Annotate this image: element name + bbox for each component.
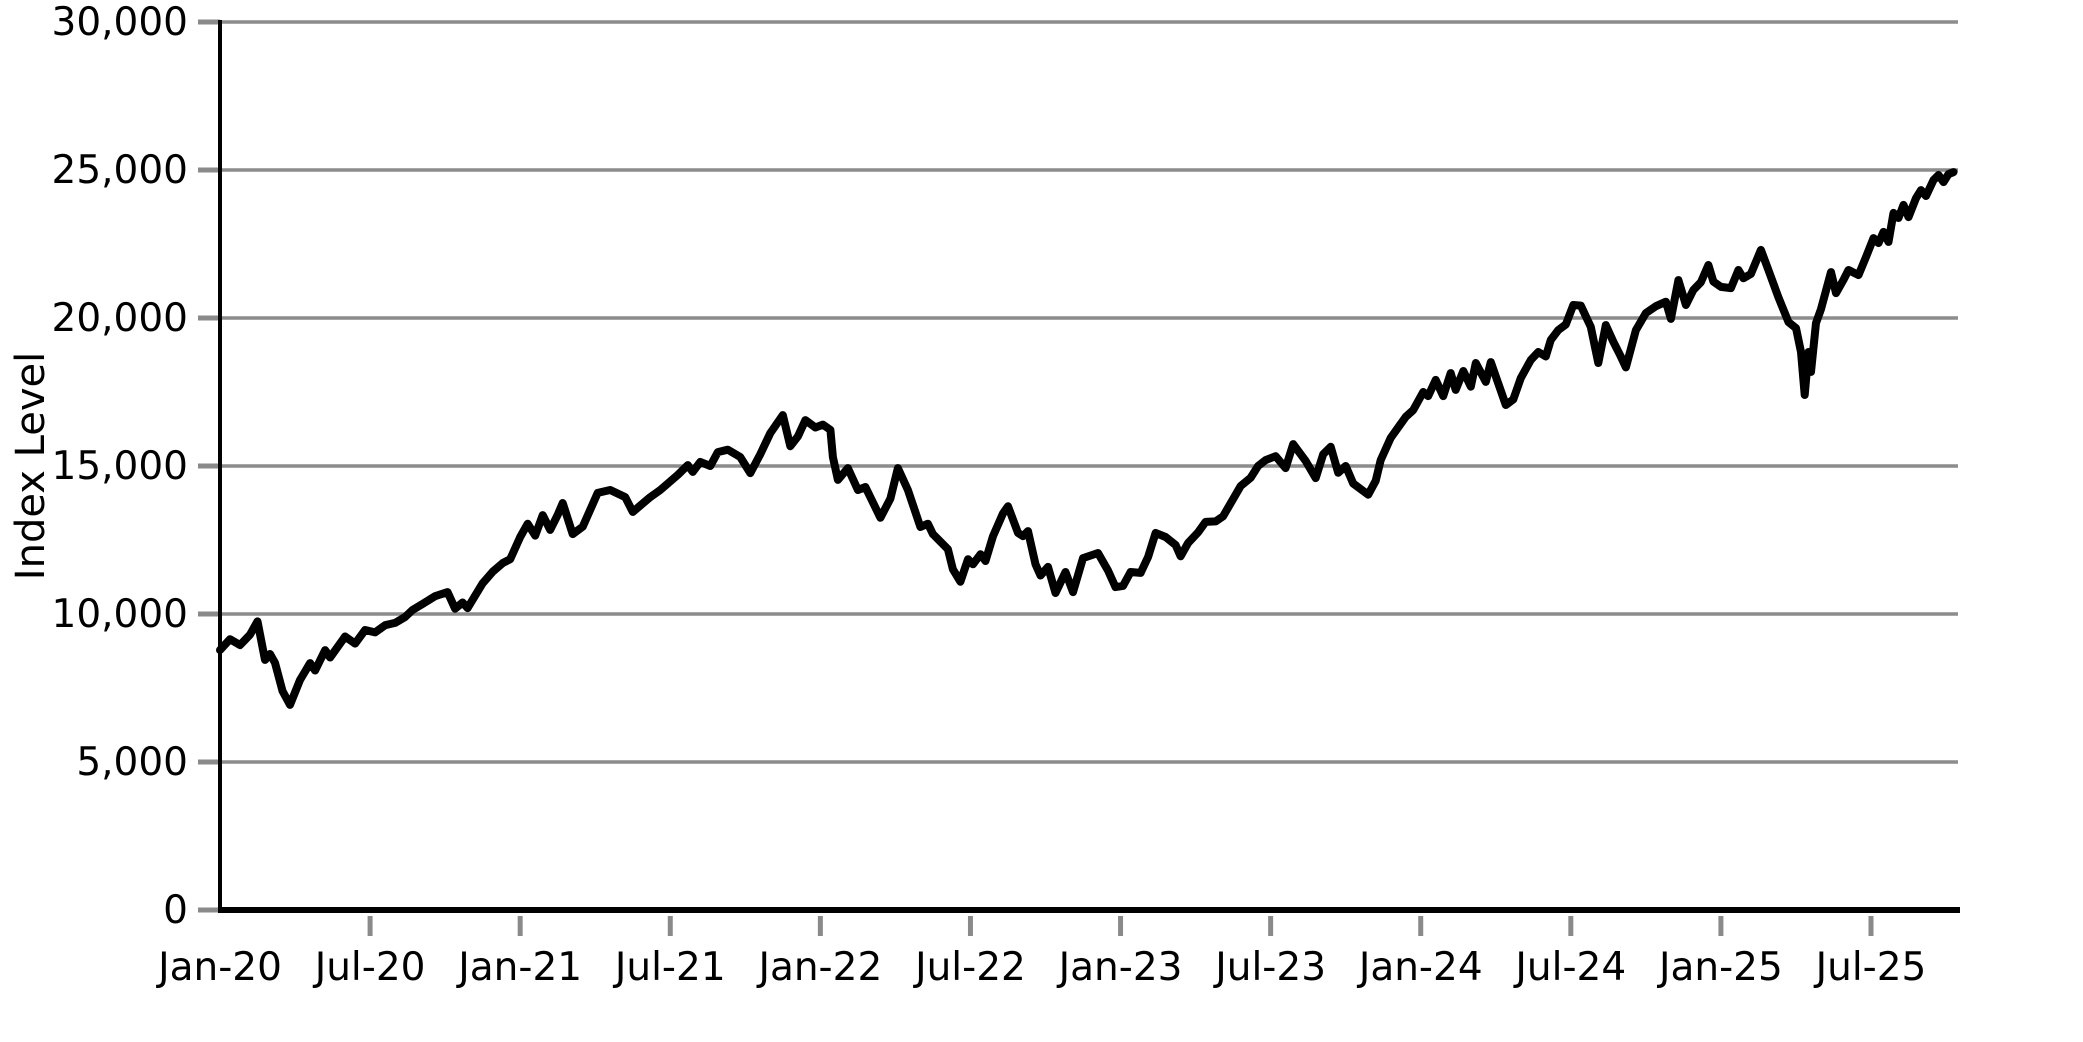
x-axis-tick-label: Jul-25	[1813, 945, 1927, 990]
tick-labels: 0 5,000 10,000 15,000 20,000 25,000 30,000 Jan-…	[52, 0, 1927, 990]
x-axis-tick-label: Jul-24	[1512, 945, 1626, 990]
x-axis-tick-label: Jan-23	[1056, 945, 1183, 990]
x-axis-tick-label: Jul-22	[912, 945, 1026, 990]
y-axis-tick-label: 25,000	[52, 148, 188, 193]
x-axis-tick-label: Jul-23	[1212, 945, 1326, 990]
y-axis-tick-label: 5,000	[76, 740, 188, 785]
series-lines	[216, 168, 1958, 709]
y-axis-tick-label: 20,000	[52, 296, 188, 341]
y-axis-tick-label: 0	[163, 888, 188, 933]
x-axis-tick-label: Jan-24	[1356, 945, 1483, 990]
x-axis-tick-label: Jan-21	[455, 945, 582, 990]
y-axis-tick-label: 10,000	[52, 592, 188, 637]
x-axis-tick-label: Jul-21	[612, 945, 726, 990]
y-axis-title: Index Level	[8, 352, 54, 580]
x-axis-tick-label: Jan-22	[755, 945, 882, 990]
axis-spines	[218, 20, 1960, 913]
x-axis-tick-label: Jan-20	[155, 945, 282, 990]
gridlines	[219, 20, 1958, 764]
x-axis-tick-label: Jul-20	[312, 945, 426, 990]
x-axis-tick-label: Jan-25	[1656, 945, 1783, 990]
y-axis-tick-label: 30,000	[52, 0, 188, 45]
index-level-series-line	[216, 168, 1958, 709]
y-axis-tick-label: 15,000	[52, 444, 188, 489]
axis-ticks	[198, 19, 1874, 936]
